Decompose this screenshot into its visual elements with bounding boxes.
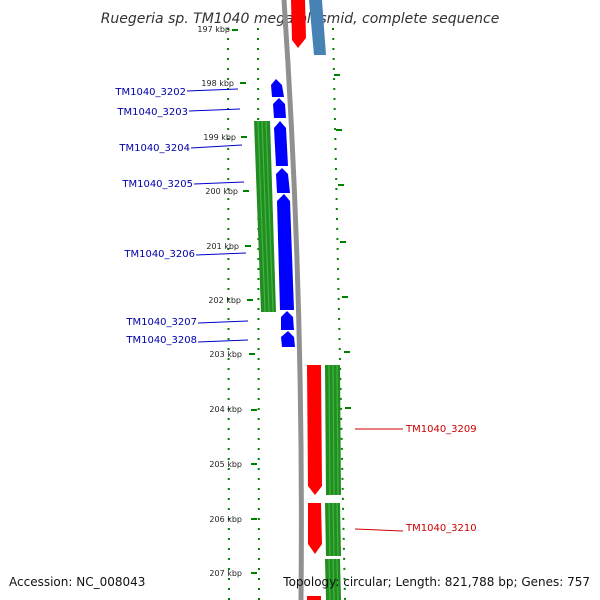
tick-marks bbox=[232, 29, 257, 574]
tick-label-203: 203 kbp bbox=[209, 350, 242, 359]
tick-label-204: 204 kbp bbox=[209, 405, 242, 414]
leader-line-3202 bbox=[186, 88, 239, 92]
tick-label-197: 197 kbp bbox=[197, 25, 230, 34]
gene-labels: TM1040_3202 TM1040_3203 TM1040_3204 TM10… bbox=[114, 87, 476, 534]
gene-label-3210[interactable]: TM1040_3210 bbox=[405, 523, 477, 534]
leader-line-3206 bbox=[195, 252, 247, 256]
leader-line-3204 bbox=[190, 144, 243, 149]
tick-label-202: 202 kbp bbox=[208, 296, 241, 305]
top-genes bbox=[291, 0, 326, 55]
backbone bbox=[281, 0, 304, 600]
gene-label-3209[interactable]: TM1040_3209 bbox=[405, 424, 477, 435]
gene-arrow-3210 bbox=[308, 503, 322, 554]
gene-label-3206[interactable]: TM1040_3206 bbox=[123, 249, 195, 260]
tick-label-199: 199 kbp bbox=[203, 133, 236, 142]
tick-label-205: 205 kbp bbox=[209, 460, 242, 469]
gene-arrow-3208 bbox=[281, 331, 295, 347]
tick-label-198: 198 kbp bbox=[201, 79, 234, 88]
green-feature-right-2-stripes bbox=[328, 502, 339, 557]
outer-tick-dashes bbox=[334, 74, 351, 409]
leader-line-3208 bbox=[197, 339, 249, 343]
tick-label-206: 206 kbp bbox=[209, 515, 242, 524]
leader-line-3210 bbox=[354, 528, 404, 532]
gene-arrow-3207 bbox=[281, 311, 294, 330]
track-dots-inner-left bbox=[257, 27, 260, 600]
gene-label-3202[interactable]: TM1040_3202 bbox=[114, 87, 186, 98]
gene-red-top bbox=[291, 0, 306, 48]
tick-label-201: 201 kbp bbox=[206, 242, 239, 251]
gene-arrow-bottom-partial bbox=[307, 596, 321, 600]
green-band-left bbox=[254, 120, 276, 313]
gene-label-3204[interactable]: TM1040_3204 bbox=[118, 143, 190, 154]
green-band-right bbox=[325, 364, 341, 600]
green-feature-right-1-stripes bbox=[328, 364, 339, 496]
gene-label-3203[interactable]: TM1040_3203 bbox=[116, 107, 188, 118]
gene-arrow-3204 bbox=[274, 121, 288, 166]
summary-text: Topology: circular; Length: 821,788 bp; … bbox=[282, 575, 590, 589]
gene-steelblue-top bbox=[309, 0, 326, 55]
leader-line-3203 bbox=[188, 108, 241, 112]
green-feature-left-stripes bbox=[257, 120, 274, 313]
gene-arrow-3206 bbox=[277, 194, 294, 310]
tick-labels: 197 kbp 198 kbp 199 kbp 200 kbp 201 kbp … bbox=[197, 25, 257, 578]
gene-label-3207[interactable]: TM1040_3207 bbox=[125, 317, 197, 328]
accession-text: Accession: NC_008043 bbox=[9, 575, 145, 589]
gene-arrow-3209 bbox=[307, 365, 322, 495]
tick-dashes bbox=[334, 74, 351, 409]
green-feature-right-3-stripes bbox=[328, 558, 339, 600]
blue-genes bbox=[271, 79, 295, 347]
leader-line-3205 bbox=[193, 181, 245, 185]
leader-line-3207 bbox=[197, 320, 249, 324]
gene-arrow-3202 bbox=[271, 79, 284, 97]
tick-label-200: 200 kbp bbox=[205, 187, 238, 196]
gene-label-3205[interactable]: TM1040_3205 bbox=[121, 179, 193, 190]
red-genes bbox=[307, 365, 322, 600]
gene-label-3208[interactable]: TM1040_3208 bbox=[125, 335, 197, 346]
gene-arrow-3205 bbox=[276, 168, 290, 193]
gene-arrow-3203 bbox=[273, 98, 286, 118]
tick-label-207: 207 kbp bbox=[209, 569, 242, 578]
